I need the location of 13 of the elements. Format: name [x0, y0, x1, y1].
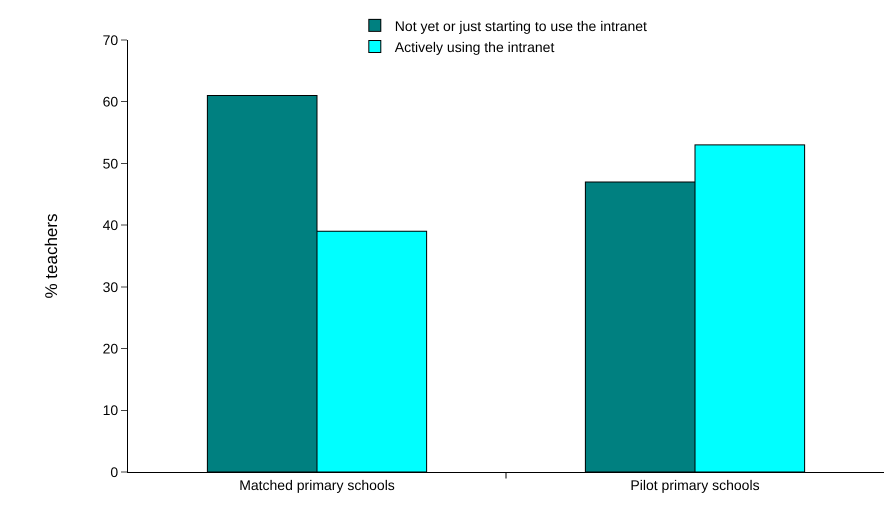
y-tick-label: 40: [102, 217, 118, 234]
y-tick-label: 30: [102, 278, 118, 295]
y-tick-label: 20: [102, 340, 118, 356]
x-tick-label: Matched primary schools: [239, 476, 395, 493]
y-tick-label: 10: [102, 402, 118, 418]
y-tick-label: 60: [102, 94, 118, 110]
y-tick-label: 0: [110, 464, 118, 480]
y-axis-title: % teachers: [42, 213, 62, 299]
x-tick-label: Pilot primary schools: [630, 476, 760, 493]
y-tick-label: 50: [102, 155, 118, 172]
legend-label: Actively using the intranet: [394, 39, 554, 56]
y-tick-label: 70: [102, 32, 118, 48]
legend-label: Not yet or just starting to use the intranet: [394, 18, 648, 34]
